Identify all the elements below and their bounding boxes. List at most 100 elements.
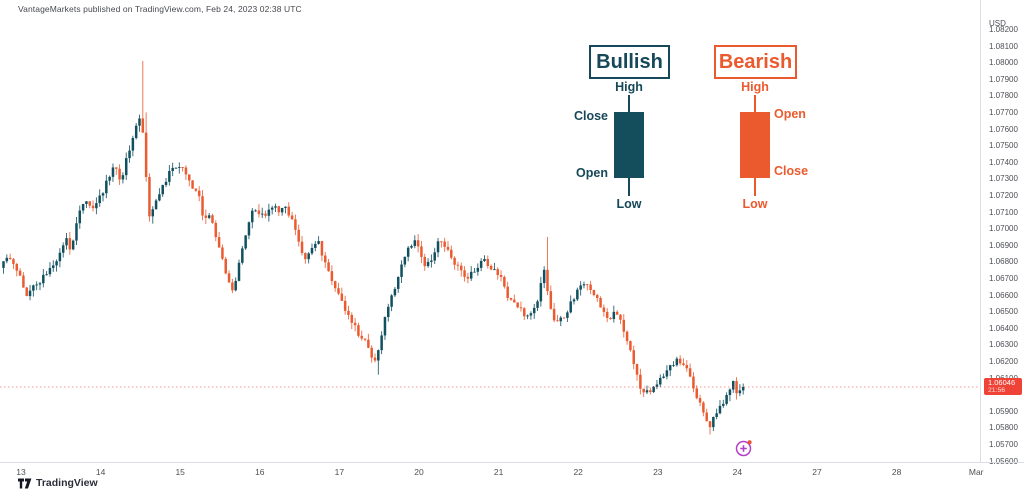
candle [287, 202, 291, 218]
candle [546, 236, 549, 296]
candle [343, 295, 347, 315]
candle [476, 263, 480, 276]
candlestick-chart[interactable] [0, 0, 980, 462]
candle [144, 112, 148, 182]
candle [403, 256, 407, 268]
candle [75, 216, 78, 246]
price-tick-label: 1.06800 [989, 257, 1018, 267]
price-axis[interactable]: USD 1.08200 1.08100 1.08000 1.07900 1.07800 1… [980, 0, 1024, 466]
price-tick-label: 1.07500 [989, 141, 1018, 151]
candle [509, 297, 513, 301]
candle [314, 240, 317, 252]
candle [443, 237, 446, 252]
candle [622, 314, 626, 338]
candle [506, 281, 509, 301]
candle [483, 255, 486, 262]
time-axis[interactable]: 13 14 15 16 17 20 21 22 23 24 27 28 Mar [0, 462, 1024, 480]
time-tick-label: 14 [95, 467, 106, 477]
tradingview-logo[interactable]: TradingView [18, 477, 98, 489]
time-tick-label: 15 [175, 467, 185, 477]
candle [251, 207, 254, 229]
candle [257, 204, 261, 218]
notification-dot [747, 440, 752, 445]
candle [572, 297, 576, 305]
candle [542, 266, 546, 289]
candle [307, 252, 310, 264]
candle [566, 310, 569, 322]
candle [735, 377, 738, 400]
candle [337, 282, 340, 296]
candle [668, 364, 672, 377]
price-tick-label: 1.07900 [989, 74, 1018, 84]
price-tick-label: 1.06400 [989, 323, 1018, 333]
candle [178, 162, 181, 174]
candle [22, 272, 25, 288]
candle [15, 262, 19, 277]
candle [436, 237, 440, 258]
last-price-badge: 1.06046 21:56 [984, 378, 1022, 396]
candle [728, 388, 732, 402]
candle [722, 399, 725, 408]
candle [168, 165, 171, 186]
candle [58, 248, 62, 268]
candle [68, 231, 72, 255]
price-tick-label: 1.07200 [989, 190, 1018, 200]
candle [260, 207, 264, 219]
candle [148, 173, 151, 222]
tradingview-logo-text: TradingView [36, 477, 98, 489]
candle [526, 314, 529, 320]
candle [536, 299, 539, 312]
candle [602, 304, 606, 317]
candle [280, 207, 284, 216]
candle [217, 232, 221, 248]
candle [413, 235, 417, 249]
candle [430, 254, 433, 268]
bullish-example-candle [614, 112, 644, 178]
candle [55, 259, 58, 272]
candle [473, 267, 476, 273]
candle [496, 267, 499, 280]
candle [247, 221, 251, 240]
candle [294, 214, 297, 236]
candle [532, 303, 536, 319]
candle [105, 174, 108, 199]
price-tick-label: 1.05700 [989, 439, 1018, 449]
candle [95, 197, 98, 215]
candle [552, 302, 556, 323]
candle [589, 280, 592, 295]
candle [705, 408, 708, 422]
candle [639, 368, 642, 395]
candle [118, 164, 121, 185]
tradingview-logo-icon [18, 478, 32, 488]
time-tick-label: 22 [573, 467, 583, 477]
publish-icon[interactable] [735, 439, 753, 457]
price-tick-label: 1.07000 [989, 224, 1018, 234]
candle [556, 314, 559, 322]
price-tick-label: 1.06900 [989, 240, 1018, 250]
candle [559, 315, 563, 327]
candle [433, 247, 436, 265]
candle [151, 206, 155, 224]
candle [367, 333, 370, 349]
candle [48, 262, 52, 277]
bullish-low-label: Low [616, 197, 642, 211]
candle [214, 220, 218, 242]
bearish-example-candle [740, 112, 770, 178]
candle [350, 312, 354, 330]
candle [702, 401, 705, 417]
candle [469, 266, 473, 281]
candle [692, 372, 695, 393]
candle [423, 253, 427, 271]
candle [479, 258, 483, 272]
candle [357, 322, 360, 338]
candle [406, 245, 410, 262]
candle [708, 420, 712, 435]
candle [115, 167, 118, 175]
price-tick-label: 1.08200 [989, 24, 1018, 34]
candle [111, 163, 115, 182]
candle [98, 189, 101, 207]
price-tick-label: 1.06100 [989, 374, 1018, 383]
candle [685, 360, 689, 372]
candle [652, 385, 655, 394]
